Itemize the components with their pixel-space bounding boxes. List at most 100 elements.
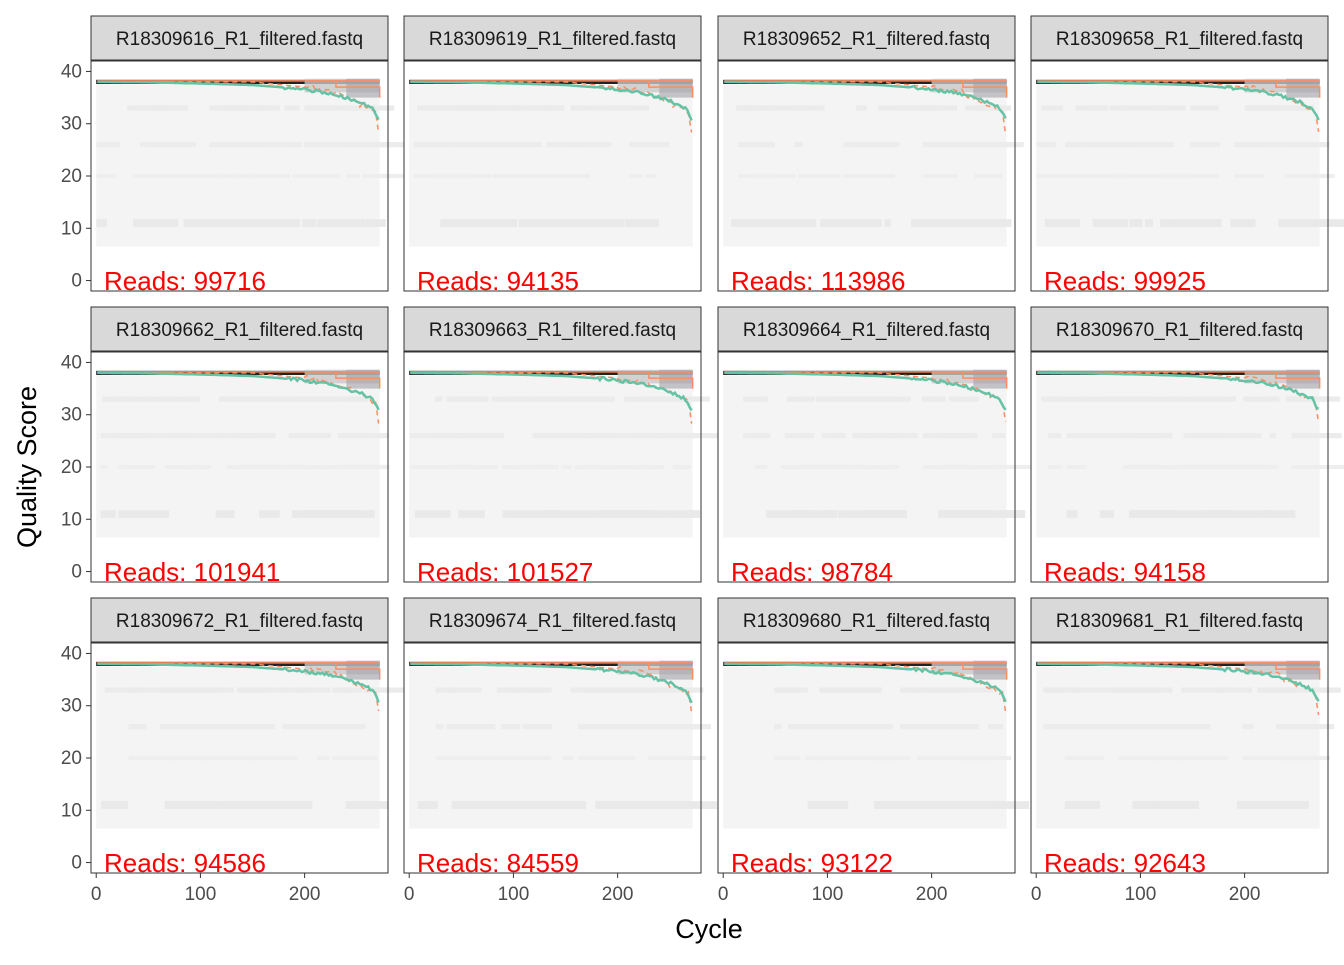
heatmap-cell [571, 142, 612, 148]
heatmap-cell [332, 724, 366, 730]
heatmap-cell [1303, 464, 1344, 470]
mean-quality-line [410, 662, 693, 704]
q75-line [962, 662, 1008, 680]
heatmap-cell [96, 370, 380, 375]
heatmap-cell [579, 433, 597, 439]
heatmap-cell [597, 219, 625, 227]
q75-line [648, 371, 694, 389]
heatmap-cell [1041, 396, 1051, 402]
heatmap-cell [546, 142, 584, 148]
quality-heatmap [96, 369, 390, 538]
heatmap-cell [1285, 396, 1327, 402]
heatmap-cell [858, 105, 867, 111]
facet-strip [1030, 15, 1329, 61]
heatmap-cell [496, 687, 504, 693]
heatmap-cell [501, 724, 513, 730]
heatmap-cell [768, 142, 776, 148]
heatmap-cell [673, 433, 720, 439]
heatmap-cell [907, 724, 938, 730]
heatmap-cell [346, 660, 380, 680]
reads-count-label: Reads: 98784 [731, 557, 893, 587]
heatmap-cell [282, 724, 324, 730]
mean-quality-line [1037, 371, 1320, 410]
heatmap-cell [1275, 755, 1320, 761]
mean-quality-line [97, 371, 380, 411]
mean-quality-line [724, 662, 1007, 703]
panel-border [403, 351, 702, 583]
heatmap-cell [820, 173, 836, 179]
heatmap-cell [744, 142, 764, 148]
quality-heatmap [409, 369, 720, 538]
heatmap-cell [723, 79, 1007, 84]
heatmap-cell [934, 173, 956, 179]
heatmap-cell [456, 396, 474, 402]
heatmap-cell [1065, 142, 1081, 148]
heatmap-cell [1144, 464, 1190, 470]
quality-heatmap [723, 660, 1030, 829]
quality-heatmap [409, 78, 693, 247]
heatmap-cell [446, 687, 482, 693]
q75-line [1275, 371, 1321, 389]
heatmap-cell [949, 433, 959, 439]
heatmap-cell [430, 142, 449, 148]
y-tick-label: 0 [71, 853, 82, 874]
heatmap-cell [820, 219, 854, 227]
heatmap-cell [1269, 396, 1280, 402]
heatmap-cell [974, 173, 993, 179]
heatmap-cell [1125, 433, 1162, 439]
y-tick-label: 40 [61, 643, 82, 664]
heatmap-cell [874, 396, 886, 402]
heatmap-cell [825, 687, 870, 693]
heatmap-cell [562, 801, 586, 809]
heatmap-cell [1036, 370, 1320, 375]
heatmap-cell [339, 687, 363, 693]
heatmap-cell [801, 464, 843, 470]
heatmap-cell [738, 173, 769, 179]
mean-quality-line [1037, 662, 1320, 702]
heatmap-cell [586, 687, 615, 693]
heatmap-cell [1109, 173, 1150, 179]
mean-quality-line [724, 371, 1007, 411]
reads-count-label: Reads: 93122 [731, 848, 893, 878]
heatmap-cell [1270, 105, 1315, 111]
facet-panel: R18309681_R1_filtered.fastq Reads: 926430… [1030, 597, 1341, 905]
facet-panel: R18309619_R1_filtered.fastq Reads: 94135 [403, 15, 702, 296]
heatmap-cell [673, 396, 710, 402]
x-tick-label: 100 [498, 884, 530, 905]
heatmap-cell [185, 219, 232, 227]
heatmap-cell [235, 105, 276, 111]
heatmap-cell [892, 396, 911, 402]
heatmap-cell [624, 433, 667, 439]
quality-heatmap [1036, 78, 1344, 247]
heatmap-cell [144, 433, 190, 439]
heatmap-cell [787, 724, 806, 730]
mean-quality-line [410, 371, 693, 412]
heatmap-cell [1046, 724, 1085, 730]
heatmap-cell [316, 755, 330, 761]
heatmap-cell [1286, 369, 1320, 389]
facet-strip [90, 15, 389, 61]
facet-strip [403, 15, 702, 61]
facet-panels: R18309616_R1_filtered.fastq Reads: 99716 0… [61, 15, 1344, 905]
heatmap-cell [284, 105, 300, 111]
x-tick-label: 0 [718, 884, 729, 905]
heatmap-cell [226, 464, 241, 470]
facet-strip [90, 597, 389, 643]
heatmap-cell [522, 724, 534, 730]
heatmap-cell [458, 510, 485, 518]
heatmap-cell [318, 219, 360, 227]
quality-heatmap [723, 78, 1024, 247]
heatmap-cell [651, 755, 670, 761]
heatmap-cell [1191, 219, 1222, 227]
heatmap-cell [858, 433, 898, 439]
heatmap-cell [1114, 724, 1141, 730]
reads-count-label: Reads: 94586 [104, 848, 266, 878]
heatmap-cell [346, 78, 380, 98]
heatmap-cell [651, 801, 679, 809]
heatmap-cell [127, 105, 164, 111]
heatmap-cell [329, 396, 369, 402]
x-tick-label: 0 [1031, 884, 1042, 905]
heatmap-cell [570, 687, 590, 693]
heatmap-cell [537, 173, 564, 179]
heatmap-cell [559, 219, 605, 227]
